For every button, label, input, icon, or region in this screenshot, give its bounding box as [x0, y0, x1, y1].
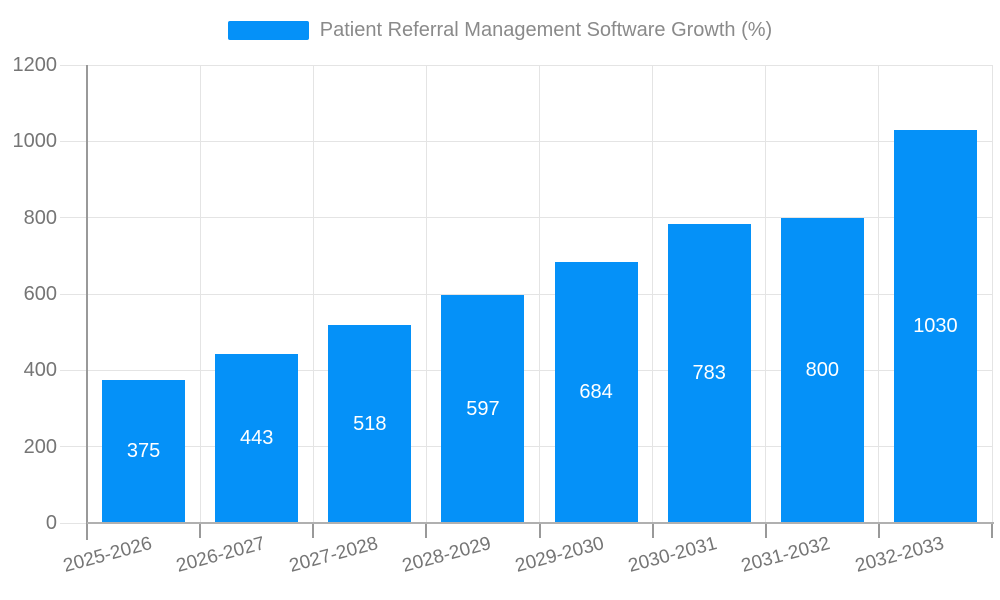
- x-axis-tick-label: 2032-2033: [852, 533, 946, 577]
- bar-value-label: 783: [692, 362, 726, 385]
- x-axis-tick: [877, 523, 880, 538]
- bar-value-label: 684: [579, 380, 613, 403]
- x-axis-tick-label: 2026-2027: [173, 533, 268, 577]
- x-gridline: [539, 65, 540, 523]
- bar-value-label: 518: [353, 412, 387, 435]
- bar-value-label: 800: [805, 358, 839, 381]
- bar-value-label: 1030: [913, 314, 958, 337]
- x-axis-tick: [991, 523, 993, 538]
- y-axis-tick-label: 200: [23, 435, 57, 458]
- bar-value-label: 443: [240, 426, 274, 449]
- y-gridline: [60, 293, 992, 295]
- x-axis-tick-label: 2030-2031: [626, 533, 720, 577]
- y-gridline: [60, 446, 992, 448]
- bar: 800: [780, 217, 864, 523]
- x-gridline: [199, 65, 201, 523]
- y-gridline: [60, 369, 992, 371]
- legend-swatch-icon: [227, 20, 309, 40]
- bar: 684: [554, 261, 638, 523]
- y-axis-tick-label: 800: [23, 206, 57, 229]
- x-axis-tick-label: 2027-2028: [287, 533, 381, 577]
- x-gridline: [878, 65, 880, 523]
- y-axis-line: [86, 65, 88, 540]
- x-axis-tick: [651, 523, 654, 538]
- bar: 1030: [893, 129, 977, 523]
- y-axis-tick-label: 1000: [12, 130, 58, 153]
- x-axis-tick: [199, 523, 202, 538]
- x-gridline: [991, 65, 993, 523]
- x-axis-tick-label: 2031-2032: [739, 533, 833, 577]
- x-gridline: [652, 65, 654, 523]
- x-axis-tick: [764, 523, 767, 538]
- y-axis-tick-label: 400: [23, 359, 57, 382]
- x-axis-tick: [538, 523, 541, 538]
- x-axis-tick-label: 2028-2029: [400, 533, 494, 577]
- x-axis-line: [87, 522, 994, 524]
- bar: 783: [667, 224, 751, 523]
- x-axis-tick-label: 2025-2026: [60, 533, 154, 577]
- y-gridline: [60, 140, 992, 142]
- y-axis-tick-label: 0: [45, 512, 57, 534]
- x-axis-tick: [312, 523, 315, 538]
- y-gridline: [60, 217, 992, 219]
- bar: 597: [441, 295, 525, 523]
- bar-value-label: 597: [466, 397, 500, 420]
- x-axis-tick: [425, 523, 428, 538]
- y-axis-tick-label: 1200: [12, 54, 58, 76]
- bar: 518: [328, 325, 412, 523]
- x-gridline: [312, 65, 314, 523]
- y-gridline: [60, 64, 992, 66]
- bar-value-label: 375: [126, 439, 161, 462]
- x-gridline: [425, 65, 427, 523]
- legend-label: Patient Referral Management Software Gro…: [319, 18, 773, 41]
- bar: 375: [102, 379, 186, 523]
- y-axis-tick-label: 600: [23, 283, 57, 305]
- x-axis-tick-label: 2029-2030: [513, 533, 607, 577]
- bar: 443: [215, 353, 299, 523]
- legend-item[interactable]: Patient Referral Management Software Gro…: [0, 17, 1000, 43]
- x-gridline: [765, 65, 767, 523]
